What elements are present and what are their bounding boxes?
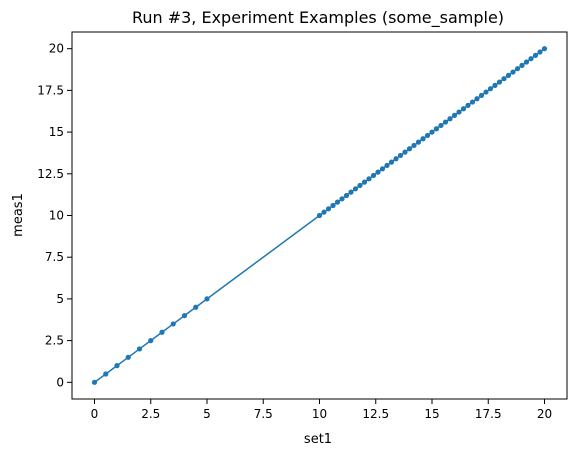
data-point bbox=[103, 371, 109, 377]
data-point bbox=[456, 109, 462, 115]
data-point bbox=[352, 186, 359, 192]
data-point bbox=[366, 176, 372, 182]
y-tick-label: 17.5 bbox=[37, 83, 64, 97]
data-point bbox=[411, 142, 417, 149]
data-point bbox=[375, 169, 381, 175]
data-point bbox=[181, 312, 188, 319]
x-tick-label: 17.5 bbox=[475, 407, 502, 421]
y-tick-label: 10 bbox=[49, 209, 64, 223]
data-point bbox=[438, 122, 444, 129]
series-layer bbox=[91, 46, 548, 385]
data-point bbox=[420, 136, 426, 142]
data-point bbox=[492, 82, 498, 88]
data-point bbox=[397, 152, 404, 159]
y-tick-label: 7.5 bbox=[45, 250, 64, 264]
y-axis-label: meas1 bbox=[11, 193, 26, 237]
data-point bbox=[361, 179, 368, 185]
data-point bbox=[91, 379, 98, 385]
data-point bbox=[478, 92, 485, 98]
data-point bbox=[339, 196, 345, 202]
data-point bbox=[388, 159, 395, 165]
x-tick-label: 12.5 bbox=[362, 407, 389, 421]
data-point bbox=[402, 149, 408, 155]
x-tick-label: 2.5 bbox=[141, 407, 160, 421]
data-point bbox=[193, 304, 199, 310]
data-point bbox=[541, 46, 548, 52]
data-point bbox=[483, 89, 489, 95]
data-point bbox=[379, 166, 386, 172]
data-point bbox=[537, 49, 543, 55]
data-point bbox=[357, 182, 363, 189]
data-point bbox=[429, 129, 435, 135]
data-point bbox=[519, 62, 525, 68]
data-point bbox=[316, 212, 323, 219]
x-tick-label: 5 bbox=[203, 407, 211, 421]
data-point bbox=[528, 56, 534, 62]
data-point bbox=[514, 66, 521, 72]
x-axis-label: set1 bbox=[304, 432, 332, 447]
data-point bbox=[406, 146, 413, 152]
data-point bbox=[442, 119, 449, 125]
chart-title: Run #3, Experiment Examples (some_sample… bbox=[132, 8, 504, 28]
data-point bbox=[474, 96, 480, 102]
data-point bbox=[348, 189, 354, 195]
data-point bbox=[465, 102, 471, 108]
data-point bbox=[159, 329, 165, 335]
x-tick-label: 20 bbox=[537, 407, 552, 421]
ticks: 0 2.5 5 7.5 10 12.5 15 17.5 20 0 2.5 5 7.5 10 12.5 15 17… bbox=[37, 42, 552, 421]
data-point bbox=[424, 132, 431, 139]
data-point bbox=[330, 202, 336, 209]
data-point bbox=[505, 72, 512, 78]
y-tick-label: 5 bbox=[56, 292, 64, 306]
data-point bbox=[136, 346, 143, 352]
data-point bbox=[125, 354, 131, 360]
data-point bbox=[510, 69, 516, 75]
data-point bbox=[523, 59, 530, 65]
data-point bbox=[501, 76, 507, 82]
data-point bbox=[334, 199, 341, 205]
data-point bbox=[451, 112, 458, 119]
y-tick-label: 12.5 bbox=[37, 167, 64, 181]
data-point bbox=[487, 86, 494, 92]
data-point bbox=[370, 172, 377, 179]
data-point bbox=[384, 162, 390, 169]
x-tick-label: 10 bbox=[312, 407, 327, 421]
data-point bbox=[415, 139, 422, 145]
data-point bbox=[325, 206, 332, 212]
data-point bbox=[393, 156, 399, 162]
x-tick-label: 7.5 bbox=[254, 407, 273, 421]
data-point bbox=[532, 52, 539, 58]
data-point bbox=[460, 106, 467, 112]
data-point bbox=[204, 296, 210, 302]
y-tick-label: 20 bbox=[49, 42, 64, 56]
data-point bbox=[447, 116, 453, 122]
plot-frame bbox=[71, 31, 568, 400]
x-tick-label: 15 bbox=[424, 407, 439, 421]
data-point bbox=[321, 209, 327, 215]
data-point bbox=[170, 321, 176, 327]
data-point bbox=[114, 363, 120, 369]
x-tick-label: 0 bbox=[91, 407, 99, 421]
data-point bbox=[469, 99, 476, 105]
y-tick-label: 2.5 bbox=[45, 334, 64, 348]
data-point bbox=[496, 79, 503, 85]
data-point bbox=[148, 338, 154, 344]
data-point bbox=[433, 126, 440, 132]
data-point bbox=[343, 192, 350, 199]
y-tick-label: 15 bbox=[49, 125, 64, 139]
y-tick-label: 0 bbox=[56, 375, 64, 389]
